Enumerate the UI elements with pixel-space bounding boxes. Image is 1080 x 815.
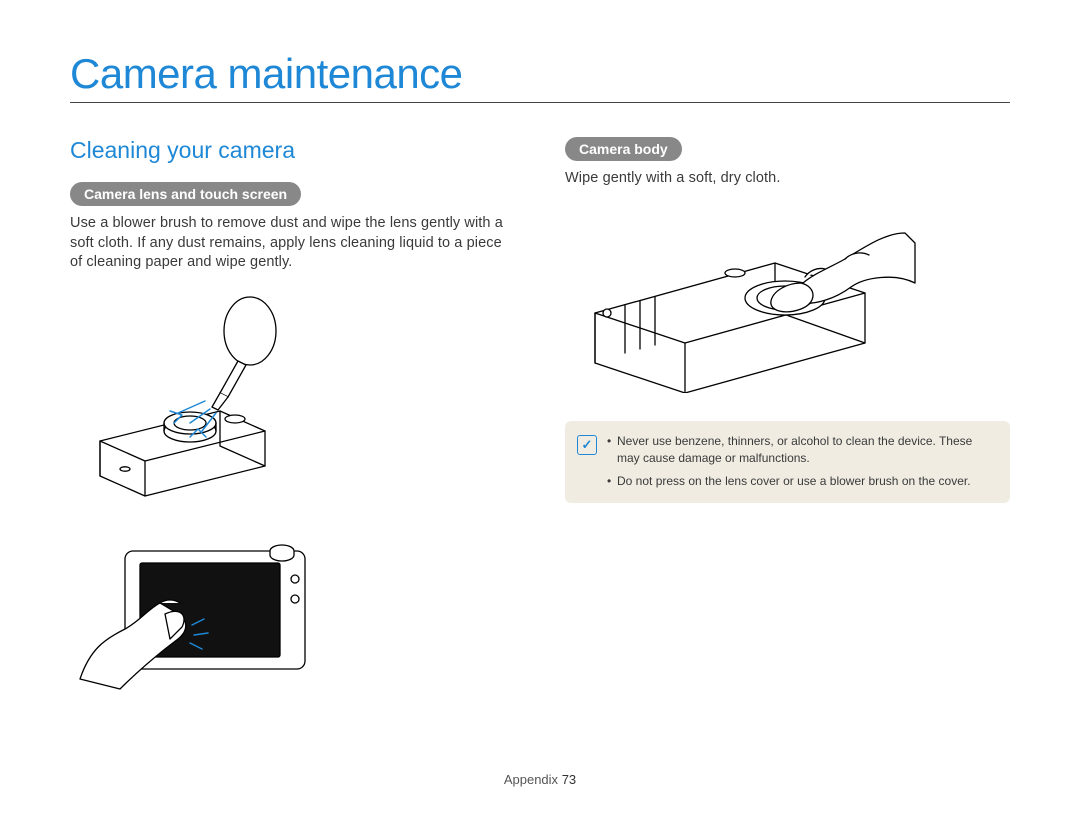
- left-column: Cleaning your camera Camera lens and tou…: [70, 137, 515, 727]
- pill-lens: Camera lens and touch screen: [70, 182, 301, 206]
- page-footer: Appendix 73: [0, 772, 1080, 787]
- page-title: Camera maintenance: [70, 50, 1010, 103]
- illustration-wipe-body: [565, 203, 1010, 393]
- right-column: Camera body Wipe gently with a soft, dry…: [565, 137, 1010, 727]
- lens-body-text: Use a blower brush to remove dust and wi…: [70, 214, 515, 273]
- note-box: ✓ Never use benzene, thinners, or alcoho…: [565, 421, 1010, 503]
- note-icon: ✓: [577, 435, 597, 455]
- note-item: Do not press on the lens cover or use a …: [607, 473, 994, 490]
- footer-page-number: 73: [562, 772, 576, 787]
- pill-body: Camera body: [565, 137, 682, 161]
- note-list: Never use benzene, thinners, or alcohol …: [607, 433, 994, 491]
- note-item: Never use benzene, thinners, or alcohol …: [607, 433, 994, 468]
- illustration-wipe-screen: [70, 529, 515, 699]
- body-text: Wipe gently with a soft, dry cloth.: [565, 169, 1010, 189]
- footer-section: Appendix: [504, 772, 558, 787]
- section-title: Cleaning your camera: [70, 137, 515, 164]
- illustration-blower: [70, 291, 515, 501]
